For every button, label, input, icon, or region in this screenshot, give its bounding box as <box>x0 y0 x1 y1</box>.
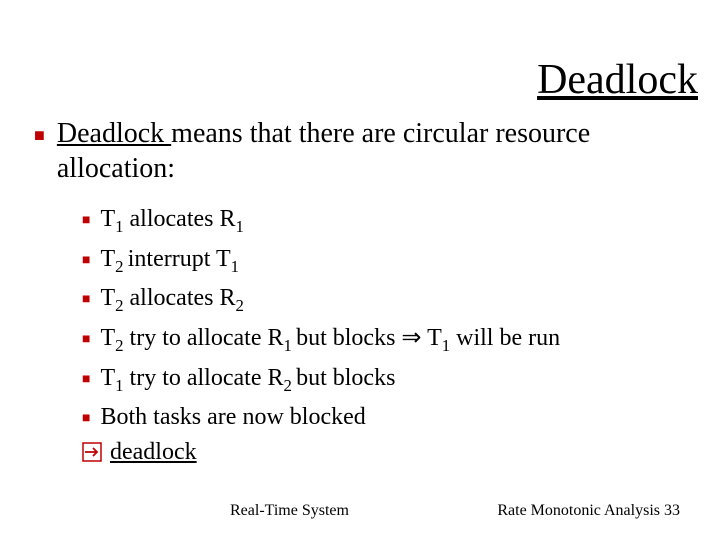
square-bullet-icon: ■ <box>82 252 90 270</box>
square-bullet-icon: ■ <box>82 371 90 389</box>
underlined-word: Deadlock <box>57 118 171 149</box>
slide-title: Deadlock <box>537 56 698 104</box>
slide: Deadlock ■ Deadlock means that there are… <box>0 0 720 540</box>
sub-bullet-list: ■ T1 allocates R1 ■ T2 interrupt T1 ■ T2… <box>82 204 700 468</box>
conclusion-text: deadlock <box>110 439 197 466</box>
main-bullet-text: Deadlock means that there are circular r… <box>57 116 700 186</box>
square-bullet-icon: ■ <box>82 410 90 428</box>
slide-content: ■ Deadlock means that there are circular… <box>34 116 700 474</box>
sub-bullet-text: T1 allocates R1 <box>100 204 243 238</box>
footer-left-text: Real-Time System <box>230 502 349 520</box>
sub-bullet-text: T2 interrupt T1 <box>100 244 239 278</box>
slide-footer: Real-Time System Rate Monotonic Analysis… <box>0 502 720 520</box>
sub-bullet-text: T1 try to allocate R2 but blocks <box>100 363 395 397</box>
square-bullet-icon: ■ <box>82 212 90 230</box>
sub-bullet-text: T2 allocates R2 <box>100 283 243 317</box>
sub-bullet-text: Both tasks are now blocked <box>100 402 365 433</box>
square-bullet-icon: ■ <box>82 291 90 309</box>
sub-bullet: ■ T2 interrupt T1 <box>82 244 700 278</box>
sub-bullet: ■ T2 try to allocate R1 but blocks ⇒ T1 … <box>82 323 700 357</box>
main-bullet: ■ Deadlock means that there are circular… <box>34 116 700 186</box>
square-bullet-icon: ■ <box>82 331 90 349</box>
arrow-box-icon <box>82 442 102 468</box>
footer-right-text: Rate Monotonic Analysis 33 <box>497 502 680 520</box>
sub-bullet: ■ T1 allocates R1 <box>82 204 700 238</box>
conclusion-line: deadlock <box>82 439 700 468</box>
sub-bullet: ■ T1 try to allocate R2 but blocks <box>82 363 700 397</box>
sub-bullet-text: T2 try to allocate R1 but blocks ⇒ T1 wi… <box>100 323 560 357</box>
square-bullet-icon: ■ <box>34 124 45 147</box>
sub-bullet: ■ T2 allocates R2 <box>82 283 700 317</box>
sub-bullet: ■ Both tasks are now blocked <box>82 402 700 433</box>
